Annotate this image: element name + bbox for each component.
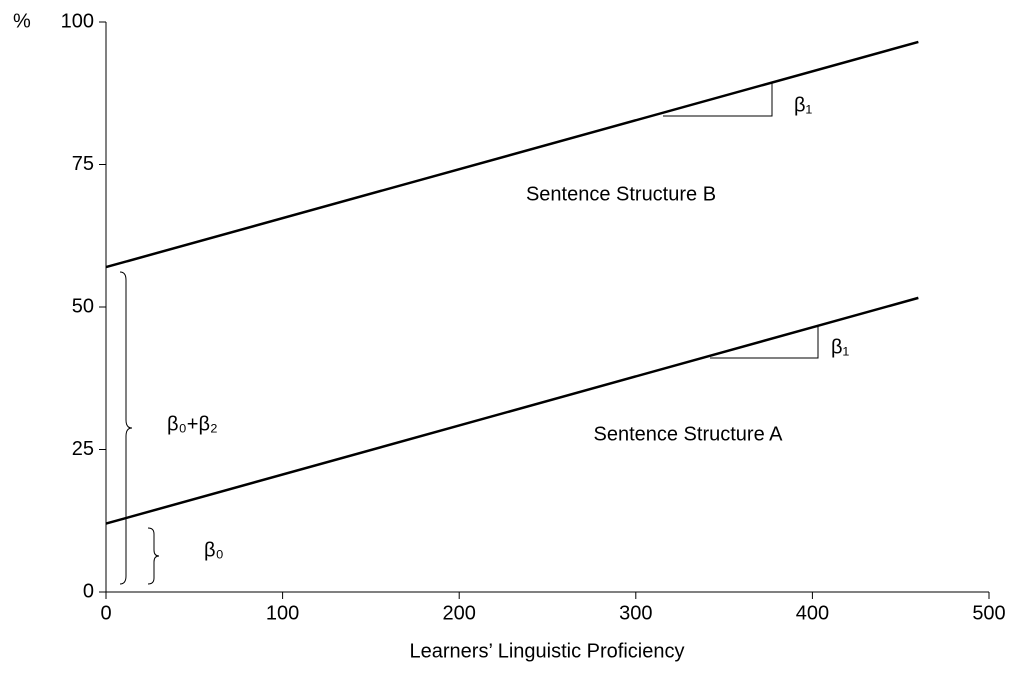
x-tick-label: 100	[266, 602, 299, 624]
y-tick-label: 25	[72, 438, 94, 460]
annotation: β₀+β₂	[167, 413, 218, 435]
y-tick-label: 75	[72, 153, 94, 175]
slope-triangle	[663, 83, 773, 117]
slope-triangle	[710, 326, 819, 359]
brace	[147, 527, 160, 585]
line	[105, 296, 919, 525]
series-label: Sentence Structure B	[526, 183, 716, 205]
brace	[119, 271, 133, 585]
series-label: Sentence Structure A	[593, 423, 783, 445]
y-axis-label: %	[13, 10, 31, 32]
y-tick-label: 0	[83, 580, 94, 602]
x-tick-label: 0	[100, 602, 111, 624]
x-tick-label: 300	[619, 602, 652, 624]
line	[105, 40, 919, 269]
y-tick-label: 100	[61, 10, 94, 32]
annotation: β₁	[831, 336, 850, 358]
x-tick-label: 500	[972, 602, 1005, 624]
annotation: β₀	[204, 539, 224, 561]
annotation: β₁	[794, 94, 813, 116]
x-tick-label: 400	[796, 602, 829, 624]
x-axis-label: Learners’ Linguistic Proficiency	[410, 640, 685, 662]
y-tick-label: 50	[72, 295, 94, 317]
x-tick-label: 200	[443, 602, 476, 624]
